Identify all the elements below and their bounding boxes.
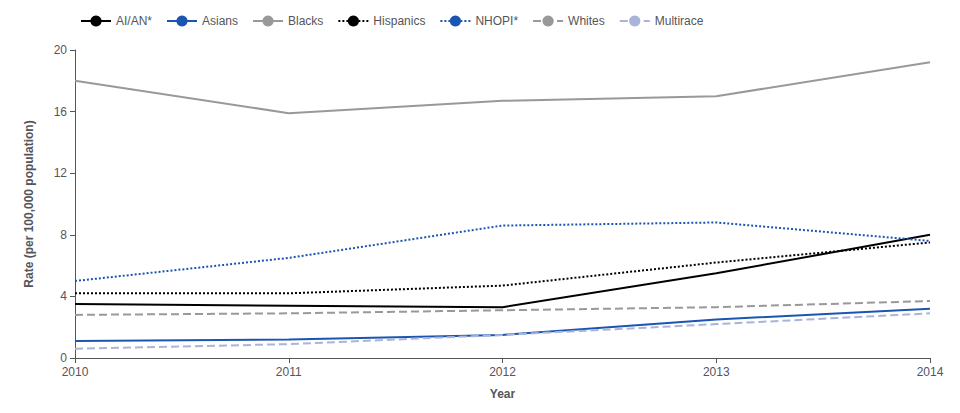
svg-text:20: 20 — [54, 43, 68, 57]
svg-text:4: 4 — [60, 289, 67, 303]
svg-text:16: 16 — [54, 105, 68, 119]
svg-text:2011: 2011 — [276, 365, 302, 379]
svg-text:2010: 2010 — [62, 365, 89, 379]
svg-text:0: 0 — [60, 351, 67, 365]
svg-text:2014: 2014 — [917, 365, 944, 379]
svg-text:2012: 2012 — [489, 365, 516, 379]
svg-text:Year: Year — [490, 387, 516, 401]
svg-text:AI/AN*: AI/AN* — [116, 14, 152, 28]
svg-text:Blacks: Blacks — [288, 14, 323, 28]
svg-text:12: 12 — [54, 166, 68, 180]
svg-text:NHOPI*: NHOPI* — [475, 14, 518, 28]
svg-text:Rate (per 100,000 population): Rate (per 100,000 population) — [22, 120, 36, 287]
svg-text:Whites: Whites — [568, 14, 605, 28]
svg-text:2013: 2013 — [703, 365, 730, 379]
svg-text:Asians: Asians — [202, 14, 238, 28]
svg-text:Hispanics: Hispanics — [373, 14, 425, 28]
svg-text:8: 8 — [60, 228, 67, 242]
svg-text:Multirace: Multirace — [655, 14, 704, 28]
